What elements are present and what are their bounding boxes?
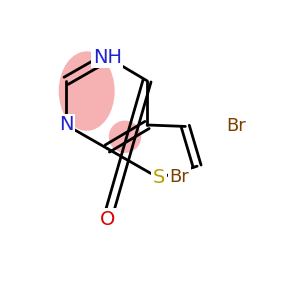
Text: NH: NH bbox=[93, 48, 122, 67]
Text: Br: Br bbox=[226, 117, 246, 135]
Text: N: N bbox=[59, 116, 73, 134]
Ellipse shape bbox=[59, 51, 115, 131]
Text: Br: Br bbox=[169, 168, 189, 186]
Text: S: S bbox=[153, 169, 165, 188]
Circle shape bbox=[109, 121, 141, 153]
Text: O: O bbox=[100, 210, 115, 229]
